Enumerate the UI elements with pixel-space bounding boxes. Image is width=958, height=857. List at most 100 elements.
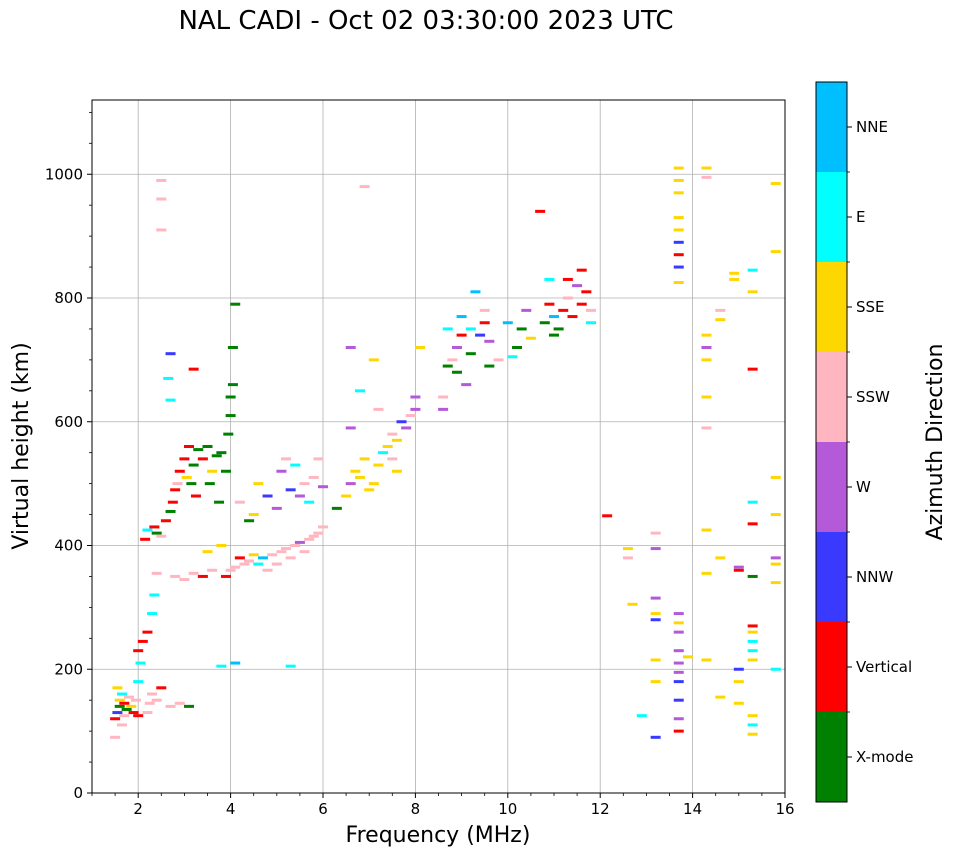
- colorbar-segment: [816, 262, 847, 352]
- data-point: [747, 290, 758, 294]
- data-point: [747, 723, 758, 727]
- data-point: [181, 475, 192, 479]
- data-point: [438, 407, 449, 411]
- data-point: [359, 185, 370, 189]
- data-point: [650, 531, 661, 535]
- data-point: [373, 407, 384, 411]
- data-point: [701, 175, 712, 179]
- data-point: [770, 513, 781, 517]
- data-point: [341, 494, 352, 498]
- data-point: [216, 451, 227, 455]
- data-point: [747, 367, 758, 371]
- data-point: [140, 537, 151, 541]
- data-point: [248, 553, 259, 557]
- colorbar-segment: [816, 532, 847, 622]
- data-point: [281, 457, 292, 461]
- data-point: [184, 445, 195, 448]
- data-point: [442, 364, 453, 368]
- data-point: [165, 352, 176, 356]
- data-point: [525, 336, 536, 340]
- colorbar-segment: [816, 352, 847, 442]
- data-point: [701, 358, 712, 362]
- data-point: [165, 509, 176, 513]
- data-point: [622, 556, 633, 560]
- data-point: [535, 209, 546, 213]
- data-point: [294, 540, 305, 544]
- data-point: [156, 686, 167, 690]
- data-point: [715, 308, 726, 312]
- data-point: [701, 571, 712, 575]
- data-point: [456, 315, 467, 319]
- data-point: [747, 624, 758, 628]
- colorbar-tick-label: E: [856, 208, 865, 226]
- data-point: [151, 698, 162, 702]
- data-point: [747, 574, 758, 578]
- data-point: [230, 302, 241, 306]
- data-point: [673, 630, 684, 634]
- data-point: [391, 469, 402, 473]
- data-point: [516, 327, 527, 331]
- data-points: [110, 166, 781, 739]
- data-point: [553, 327, 564, 331]
- data-point: [493, 358, 504, 362]
- data-point: [149, 525, 160, 529]
- data-point: [119, 714, 130, 718]
- data-point: [673, 698, 684, 702]
- x-tick-label: 2: [133, 800, 143, 818]
- data-point: [576, 268, 587, 272]
- data-point: [729, 271, 740, 275]
- data-point: [572, 284, 583, 288]
- data-point: [733, 680, 744, 684]
- data-point: [179, 578, 190, 582]
- data-point: [544, 277, 555, 281]
- data-point: [364, 488, 375, 492]
- y-tick-label: 0: [73, 784, 83, 802]
- data-point: [747, 522, 758, 526]
- data-point: [391, 438, 402, 442]
- data-point: [549, 333, 559, 337]
- data-point: [174, 701, 185, 705]
- data-point: [373, 463, 384, 467]
- data-point: [451, 346, 462, 349]
- data-point: [581, 290, 592, 294]
- data-point: [770, 562, 781, 566]
- data-point: [701, 166, 712, 170]
- data-point: [733, 565, 744, 569]
- data-point: [220, 469, 231, 473]
- data-point: [147, 612, 158, 616]
- data-point: [318, 485, 328, 489]
- data-point: [244, 519, 255, 523]
- data-point: [368, 482, 379, 486]
- data-point: [276, 469, 287, 473]
- data-point: [290, 544, 301, 547]
- data-point: [747, 500, 758, 504]
- data-point: [262, 494, 273, 498]
- data-point: [281, 547, 292, 551]
- data-point: [151, 571, 162, 575]
- data-point: [112, 711, 123, 715]
- data-point: [475, 333, 486, 337]
- data-point: [673, 612, 684, 616]
- data-point: [576, 302, 587, 306]
- data-point: [207, 469, 218, 473]
- data-point: [172, 482, 183, 486]
- data-point: [484, 339, 495, 343]
- data-point: [733, 568, 744, 572]
- data-point: [627, 602, 638, 606]
- data-point: [308, 475, 319, 479]
- data-point: [442, 327, 453, 331]
- data-point: [121, 707, 132, 711]
- data-point: [225, 414, 236, 418]
- data-point: [673, 680, 684, 684]
- data-point: [368, 358, 379, 362]
- data-point: [197, 574, 208, 578]
- colorbar: X-mode Vertical NNW W SSW SSE E NNE: [815, 81, 913, 803]
- data-point: [673, 717, 684, 721]
- data-point: [673, 216, 684, 220]
- data-point: [549, 315, 559, 319]
- data-point: [673, 228, 684, 232]
- data-point: [202, 445, 213, 448]
- data-point: [137, 639, 148, 643]
- data-point: [484, 364, 495, 368]
- data-point: [165, 398, 176, 402]
